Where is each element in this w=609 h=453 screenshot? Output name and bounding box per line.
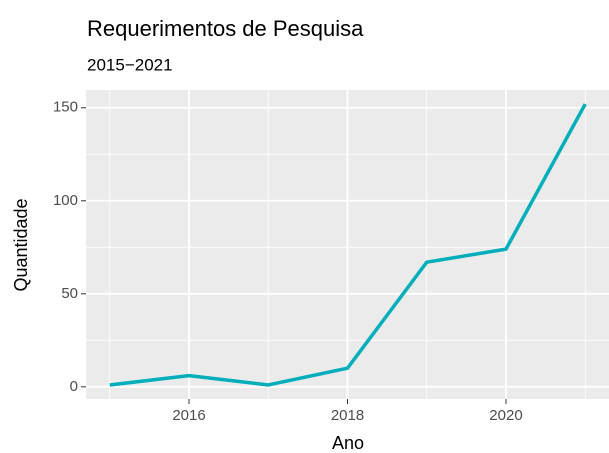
x-axis-label: Ano (332, 433, 364, 453)
y-axis-label: Quantidade (11, 198, 31, 291)
x-tick-label: 2016 (172, 407, 205, 424)
chart-subtitle: 2015−2021 (87, 55, 173, 74)
line-series (109, 103, 587, 387)
y-tick-label: 100 (53, 192, 78, 209)
y-tick-label: 150 (53, 99, 78, 116)
x-tick-label: 2020 (489, 407, 522, 424)
y-tick-label: 50 (61, 285, 78, 302)
y-tick-label: 0 (70, 378, 78, 395)
x-tick-label: 2018 (331, 407, 364, 424)
chart-title: Requerimentos de Pesquisa (87, 16, 364, 41)
